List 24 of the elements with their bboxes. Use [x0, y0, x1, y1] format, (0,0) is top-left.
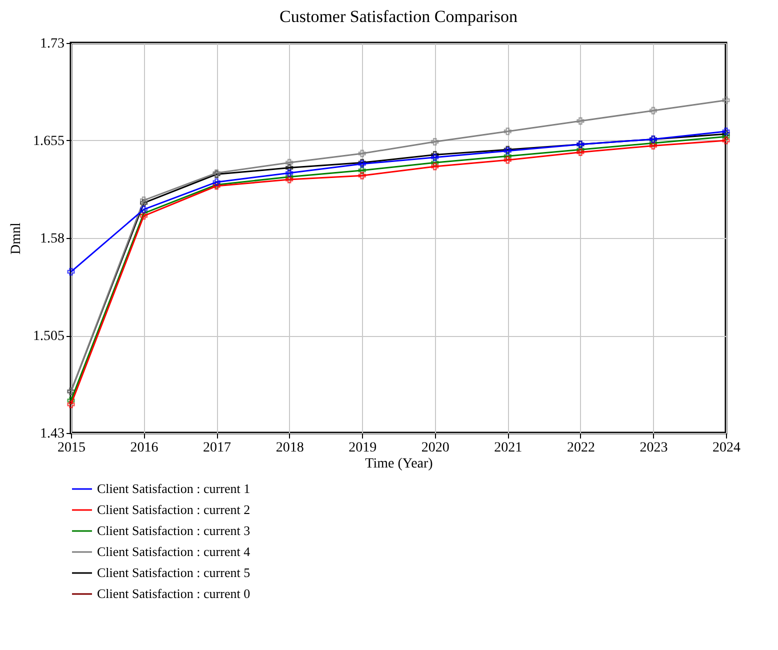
x-tick-label: 2023: [640, 440, 668, 456]
legend-label: Client Satisfaction : current 5: [97, 565, 250, 580]
legend-label: Client Satisfaction : current 0: [97, 586, 250, 601]
legend-label: Client Satisfaction : current 2: [97, 502, 250, 517]
x-tick-label: 2020: [421, 440, 450, 456]
x-tick-label: 2022: [566, 440, 595, 456]
y-tick-label: 1.505: [33, 329, 64, 344]
y-tick-label: 1.655: [33, 134, 64, 149]
legend-label: Client Satisfaction : current 3: [97, 523, 250, 538]
y-axis-title: Dmnl: [9, 222, 24, 254]
y-tick-label: 1.73: [40, 36, 64, 52]
y-tick-label: 1.43: [40, 426, 64, 442]
x-tick-label: 2016: [130, 440, 158, 456]
x-axis-title: Time (Year): [365, 456, 434, 472]
x-tick-label: 2024: [712, 440, 740, 456]
legend-label: Client Satisfaction : current 4: [97, 544, 251, 559]
x-tick-label: 2017: [203, 440, 232, 456]
x-tick-label: 2018: [276, 440, 304, 456]
x-tick-label: 2019: [348, 440, 377, 456]
x-tick-label: 2021: [494, 440, 522, 456]
x-tick-label: 2015: [58, 440, 86, 456]
y-tick-label: 1.58: [40, 232, 64, 246]
chart-title: Customer Satisfaction Comparison: [280, 7, 518, 26]
legend-label: Client Satisfaction : current 1: [97, 481, 250, 496]
